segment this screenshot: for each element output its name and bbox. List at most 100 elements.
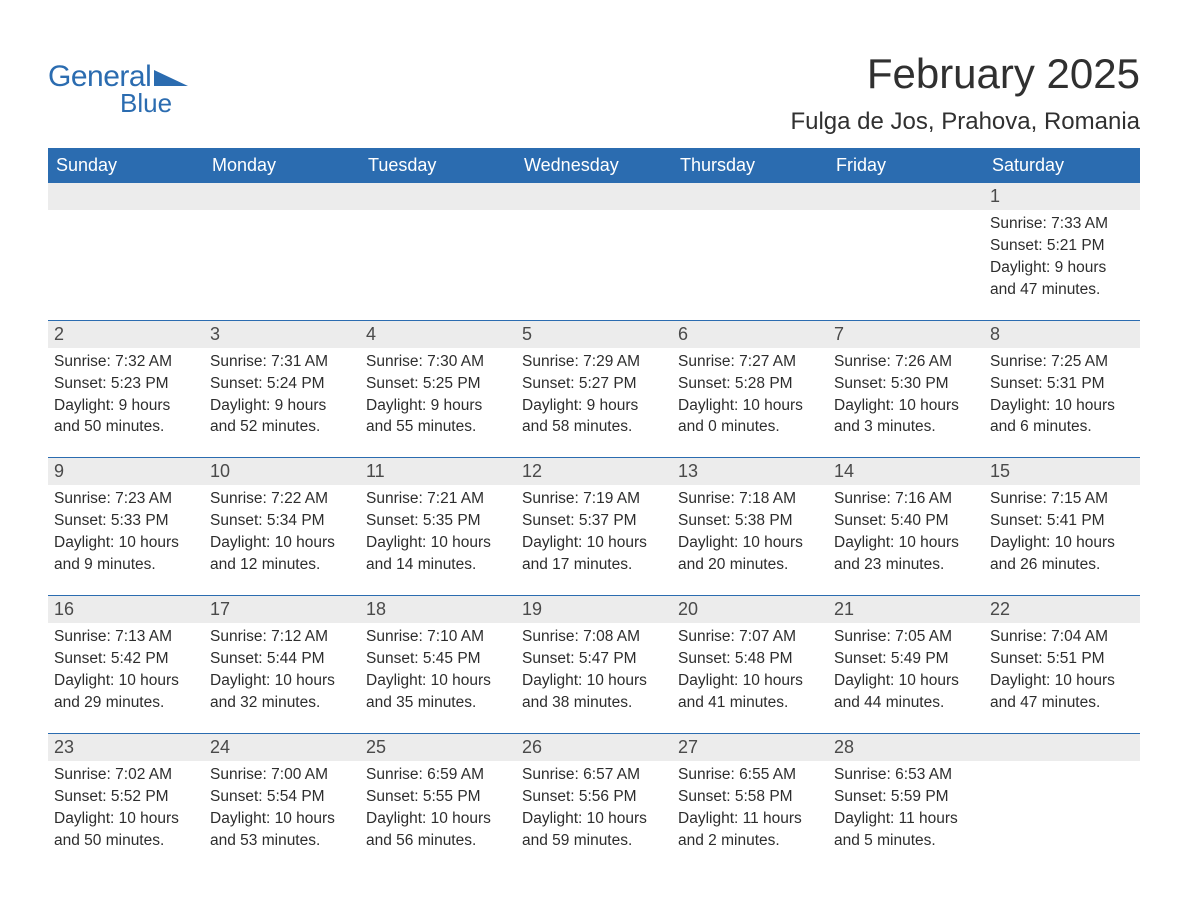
- day-number: 17: [204, 596, 360, 623]
- day-sunrise: Sunrise: 7:04 AM: [990, 627, 1134, 648]
- day-cell: 17Sunrise: 7:12 AMSunset: 5:44 PMDayligh…: [204, 595, 360, 733]
- day-sunset: Sunset: 5:56 PM: [522, 787, 666, 808]
- day-cell: 11Sunrise: 7:21 AMSunset: 5:35 PMDayligh…: [360, 457, 516, 595]
- day-sunset: Sunset: 5:42 PM: [54, 649, 198, 670]
- day-d1: Daylight: 9 hours: [990, 258, 1134, 279]
- day-d1: Daylight: 10 hours: [834, 396, 978, 417]
- day-cell: 19Sunrise: 7:08 AMSunset: 5:47 PMDayligh…: [516, 595, 672, 733]
- day-number: 5: [516, 321, 672, 348]
- day-d1: Daylight: 10 hours: [54, 671, 198, 692]
- day-cell: 7Sunrise: 7:26 AMSunset: 5:30 PMDaylight…: [828, 320, 984, 458]
- day-sunset: Sunset: 5:21 PM: [990, 236, 1134, 257]
- day-d2: and 50 minutes.: [54, 831, 198, 852]
- day-cell: 20Sunrise: 7:07 AMSunset: 5:48 PMDayligh…: [672, 595, 828, 733]
- day-sunset: Sunset: 5:47 PM: [522, 649, 666, 670]
- day-sunrise: Sunrise: 7:32 AM: [54, 352, 198, 373]
- dow-cell: Monday: [204, 148, 360, 183]
- day-d2: and 0 minutes.: [678, 417, 822, 438]
- day-d1: Daylight: 11 hours: [834, 809, 978, 830]
- day-sunrise: Sunrise: 7:21 AM: [366, 489, 510, 510]
- day-d2: and 35 minutes.: [366, 693, 510, 714]
- day-details: Sunrise: 7:26 AMSunset: 5:30 PMDaylight:…: [828, 348, 984, 439]
- day-number: 2: [48, 321, 204, 348]
- day-d2: and 23 minutes.: [834, 555, 978, 576]
- day-number: [360, 183, 516, 210]
- day-d1: Daylight: 10 hours: [990, 671, 1134, 692]
- day-number: 12: [516, 458, 672, 485]
- day-number: 15: [984, 458, 1140, 485]
- day-details: Sunrise: 7:33 AMSunset: 5:21 PMDaylight:…: [984, 210, 1140, 301]
- day-details: Sunrise: 7:25 AMSunset: 5:31 PMDaylight:…: [984, 348, 1140, 439]
- day-d1: Daylight: 10 hours: [522, 809, 666, 830]
- week-row: 2 Sunrise: 7:32 AMSunset: 5:23 PM Daylight…: [48, 320, 1140, 458]
- day-d1: Daylight: 10 hours: [678, 396, 822, 417]
- day-details: Sunrise: 7:05 AMSunset: 5:49 PMDaylight:…: [828, 623, 984, 714]
- day-d1: Daylight: 10 hours: [210, 809, 354, 830]
- day-d2: and 12 minutes.: [210, 555, 354, 576]
- day-d2: and 38 minutes.: [522, 693, 666, 714]
- day-cell: 13Sunrise: 7:18 AMSunset: 5:38 PMDayligh…: [672, 457, 828, 595]
- day-d2: and 50 minutes.: [54, 417, 198, 438]
- day-cell: 18Sunrise: 7:10 AMSunset: 5:45 PMDayligh…: [360, 595, 516, 733]
- day-cell: 25Sunrise: 6:59 AMSunset: 5:55 PMDayligh…: [360, 733, 516, 871]
- day-sunrise: Sunrise: 7:00 AM: [210, 765, 354, 786]
- day-number: 21: [828, 596, 984, 623]
- day-number: 11: [360, 458, 516, 485]
- day-d2: and 6 minutes.: [990, 417, 1134, 438]
- day-cell: 12Sunrise: 7:19 AMSunset: 5:37 PMDayligh…: [516, 457, 672, 595]
- day-d1: Daylight: 10 hours: [210, 533, 354, 554]
- day-details: Sunrise: 7:00 AMSunset: 5:54 PMDaylight:…: [204, 761, 360, 852]
- day-details: Sunrise: 7:02 AMSunset: 5:52 PMDaylight:…: [48, 761, 204, 852]
- day-d2: and 14 minutes.: [366, 555, 510, 576]
- day-d2: and 44 minutes.: [834, 693, 978, 714]
- day-sunset: Sunset: 5:51 PM: [990, 649, 1134, 670]
- day-cell: 24Sunrise: 7:00 AMSunset: 5:54 PMDayligh…: [204, 733, 360, 871]
- day-cell: 26Sunrise: 6:57 AMSunset: 5:56 PMDayligh…: [516, 733, 672, 871]
- day-number: 22: [984, 596, 1140, 623]
- day-number: [204, 183, 360, 210]
- day-d2: and 32 minutes.: [210, 693, 354, 714]
- day-cell: 16Sunrise: 7:13 AMSunset: 5:42 PMDayligh…: [48, 595, 204, 733]
- day-sunset: Sunset: 5:59 PM: [834, 787, 978, 808]
- day-d1: Daylight: 10 hours: [990, 533, 1134, 554]
- day-d1: Daylight: 10 hours: [834, 671, 978, 692]
- week-row: 23Sunrise: 7:02 AMSunset: 5:52 PMDayligh…: [48, 733, 1140, 871]
- day-details: Sunrise: 6:55 AMSunset: 5:58 PMDaylight:…: [672, 761, 828, 852]
- day-sunset: Sunset: 5:27 PM: [522, 374, 666, 395]
- day-sunset: Sunset: 5:58 PM: [678, 787, 822, 808]
- day-d1: Daylight: 9 hours: [210, 396, 354, 417]
- day-number: 18: [360, 596, 516, 623]
- day-d2: and 20 minutes.: [678, 555, 822, 576]
- dow-cell: Saturday: [984, 148, 1140, 183]
- day-sunrise: Sunrise: 7:16 AM: [834, 489, 978, 510]
- day-sunrise: Sunrise: 6:57 AM: [522, 765, 666, 786]
- logo-text-blue: Blue: [120, 88, 172, 119]
- day-sunset: Sunset: 5:55 PM: [366, 787, 510, 808]
- day-sunset: Sunset: 5:45 PM: [366, 649, 510, 670]
- day-number: 1: [984, 183, 1140, 210]
- day-details: Sunrise: 7:23 AMSunset: 5:33 PMDaylight:…: [48, 485, 204, 576]
- day-cell: 23Sunrise: 7:02 AMSunset: 5:52 PMDayligh…: [48, 733, 204, 871]
- week-row: 9Sunrise: 7:23 AMSunset: 5:33 PMDaylight…: [48, 457, 1140, 595]
- day-number: [828, 183, 984, 210]
- page-header: General Blue February 2025 Fulga de Jos,…: [48, 50, 1140, 136]
- day-d2: and 26 minutes.: [990, 555, 1134, 576]
- day-sunrise: Sunrise: 6:55 AM: [678, 765, 822, 786]
- day-number: 14: [828, 458, 984, 485]
- day-sunset: Sunset: 5:23 PM: [54, 374, 198, 395]
- title-block: February 2025 Fulga de Jos, Prahova, Rom…: [790, 50, 1140, 136]
- day-d2: and 17 minutes.: [522, 555, 666, 576]
- day-number: 4: [360, 321, 516, 348]
- day-cell: 5Sunrise: 7:29 AMSunset: 5:27 PMDaylight…: [516, 320, 672, 458]
- week-row: 1Sunrise: 7:33 AMSunset: 5:21 PMDaylight…: [48, 183, 1140, 320]
- day-details: Sunrise: 7:27 AMSunset: 5:28 PMDaylight:…: [672, 348, 828, 439]
- day-d1: Daylight: 9 hours: [522, 396, 666, 417]
- day-details: Sunrise: 7:10 AMSunset: 5:45 PMDaylight:…: [360, 623, 516, 714]
- day-d1: Daylight: 10 hours: [834, 533, 978, 554]
- day-sunrise: Sunrise: 7:18 AM: [678, 489, 822, 510]
- day-d1: Daylight: 10 hours: [990, 396, 1134, 417]
- day-sunrise: Sunrise: 7:13 AM: [54, 627, 198, 648]
- day-sunset: Sunset: 5:49 PM: [834, 649, 978, 670]
- day-sunrise: Sunrise: 7:23 AM: [54, 489, 198, 510]
- day-cell: [672, 183, 828, 320]
